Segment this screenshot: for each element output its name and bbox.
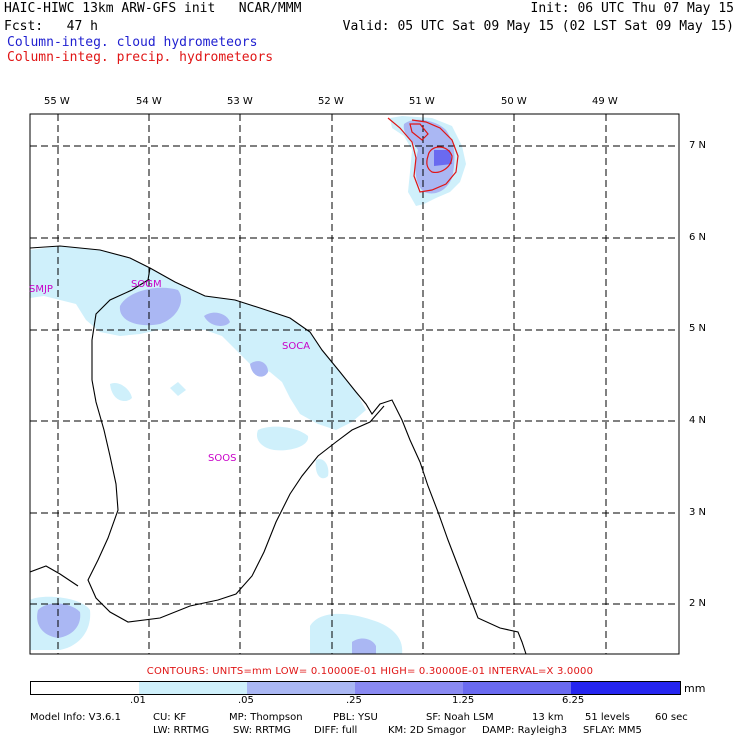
model-info-levels: 51 levels bbox=[585, 712, 630, 723]
colorbar-units: mm bbox=[684, 682, 706, 695]
lon-label-53w: 53 W bbox=[227, 96, 253, 107]
model-info-sflay: SFLAY: MM5 bbox=[583, 725, 642, 736]
lat-label-6n: 6 N bbox=[689, 232, 707, 243]
model-info-lw: LW: RRTMG bbox=[153, 725, 210, 736]
cloud-shading-light bbox=[30, 116, 466, 654]
station-soca: SOCA bbox=[282, 341, 311, 352]
model-info-damp: DAMP: Rayleigh3 bbox=[482, 725, 568, 736]
colorbar-segment bbox=[355, 682, 463, 694]
lat-label-4n: 4 N bbox=[689, 415, 707, 426]
model-info-version: Model Info: V3.6.1 bbox=[30, 712, 121, 723]
model-info-km: KM: 2D Smagor bbox=[388, 725, 466, 736]
lat-label-5n: 5 N bbox=[689, 323, 707, 334]
lon-label-54w: 54 W bbox=[136, 96, 162, 107]
precip-contours bbox=[387, 117, 459, 193]
station-smjp: SMJP bbox=[29, 284, 53, 295]
lon-label-52w: 52 W bbox=[318, 96, 344, 107]
colorbar-tick-0.01: .01 bbox=[130, 695, 146, 706]
colorbar-segment bbox=[31, 682, 139, 694]
cloud-shading-dark bbox=[434, 150, 452, 166]
lon-label-51w: 51 W bbox=[409, 96, 435, 107]
model-info-diff: DIFF: full bbox=[314, 725, 358, 736]
lon-label-55w: 55 W bbox=[44, 96, 70, 107]
model-info-sw: SW: RRTMG bbox=[233, 725, 291, 736]
lat-label-2n: 2 N bbox=[689, 598, 707, 609]
colorbar-segment bbox=[571, 682, 680, 694]
legend-precip-hydrometeors: Column-integ. precip. hydrometeors bbox=[7, 50, 274, 65]
colorbar-tick-1.25: 1.25 bbox=[452, 695, 475, 706]
model-info-resolution: 13 km bbox=[532, 712, 564, 723]
model-info-timestep: 60 sec bbox=[655, 712, 688, 723]
lat-lon-grid bbox=[30, 114, 679, 654]
map-frame bbox=[29, 113, 680, 655]
lat-label-3n: 3 N bbox=[689, 507, 707, 518]
lat-label-7n: 7 N bbox=[689, 140, 707, 151]
legend-cloud-hydrometeors: Column-integ. cloud hydrometeors bbox=[7, 35, 258, 50]
cloud-shading-medium bbox=[37, 119, 455, 654]
colorbar-tick-6.25: 6.25 bbox=[562, 695, 585, 706]
lon-label-49w: 49 W bbox=[592, 96, 618, 107]
colorbar-tick-0.25: .25 bbox=[346, 695, 362, 706]
colorbar-tick-0.05: .05 bbox=[238, 695, 254, 706]
station-sogm: SOGM bbox=[131, 279, 162, 290]
lon-label-50w: 50 W bbox=[501, 96, 527, 107]
init-time: Init: 06 UTC Thu 07 May 15 bbox=[530, 1, 735, 16]
colorbar-segment bbox=[463, 682, 571, 694]
colorbar-segment bbox=[247, 682, 355, 694]
model-info-pbl: PBL: YSU bbox=[333, 712, 378, 723]
valid-time: Valid: 05 UTC Sat 09 May 15 (02 LST Sat … bbox=[342, 19, 734, 34]
model-info-sf: SF: Noah LSM bbox=[426, 712, 494, 723]
model-info-mp: MP: Thompson bbox=[229, 712, 303, 723]
forecast-hour: Fcst: 47 h bbox=[4, 19, 98, 34]
station-soos: SOOS bbox=[208, 453, 237, 464]
contour-info: CONTOURS: UNITS=mm LOW= 0.10000E-01 HIGH… bbox=[146, 666, 594, 677]
colorbar bbox=[30, 681, 681, 695]
map-title: HAIC-HIWC 13km ARW-GFS init NCAR/MMM bbox=[4, 1, 302, 16]
model-info-cu: CU: KF bbox=[153, 712, 187, 723]
colorbar-segment bbox=[139, 682, 247, 694]
coastlines bbox=[30, 245, 527, 654]
